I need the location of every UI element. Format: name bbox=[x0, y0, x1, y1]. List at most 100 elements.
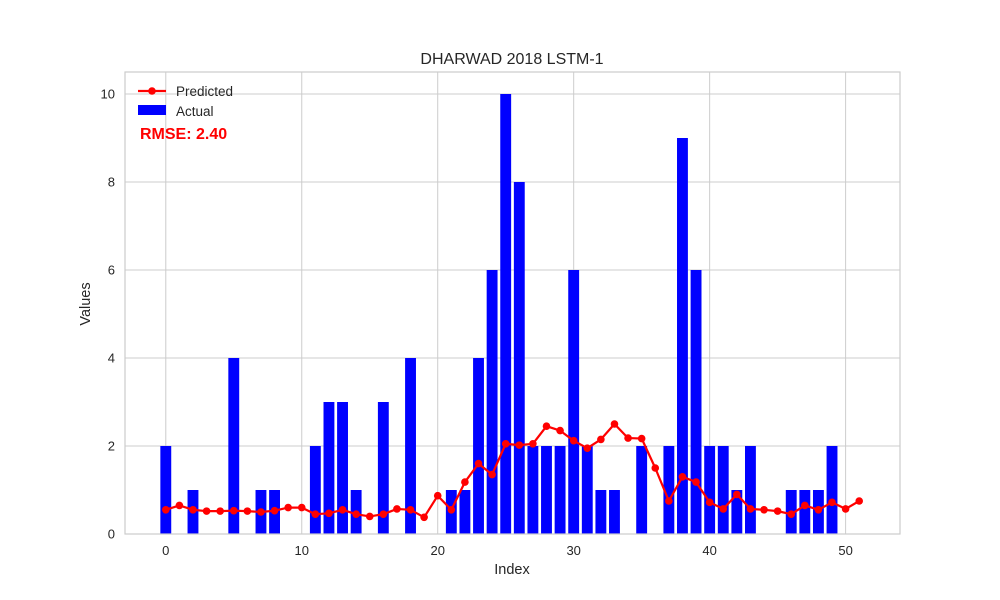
predicted-point bbox=[610, 420, 619, 428]
actual-bars bbox=[160, 94, 838, 534]
actual-bar bbox=[405, 358, 416, 534]
actual-bar bbox=[799, 490, 811, 534]
predicted-point bbox=[338, 506, 347, 514]
predicted-point bbox=[488, 470, 496, 479]
legend-predicted-label: Predicted bbox=[176, 84, 233, 99]
predicted-point bbox=[624, 434, 632, 442]
predicted-point bbox=[379, 510, 388, 518]
actual-bar bbox=[595, 490, 607, 534]
predicted-point bbox=[556, 426, 564, 435]
actual-bar bbox=[377, 402, 389, 534]
actual-bar bbox=[486, 270, 498, 534]
predicted-point bbox=[746, 505, 755, 513]
predicted-point bbox=[542, 422, 551, 431]
actual-bar bbox=[473, 358, 484, 534]
x-tick-labels: 0 10 20 30 40 50 bbox=[162, 543, 853, 558]
predicted-point bbox=[393, 505, 401, 513]
actual-bar bbox=[717, 446, 729, 534]
predicted-point bbox=[229, 506, 238, 515]
actual-bar bbox=[677, 138, 688, 534]
predicted-point bbox=[828, 498, 836, 507]
predicted-point bbox=[474, 459, 483, 468]
predicted-point bbox=[189, 506, 197, 514]
actual-bar bbox=[704, 446, 716, 534]
y-tick-label: 4 bbox=[108, 351, 115, 366]
predicted-point bbox=[515, 441, 524, 449]
predicted-point bbox=[637, 434, 646, 443]
predicted-point bbox=[433, 491, 442, 500]
predicted-point bbox=[161, 506, 170, 514]
predicted-point bbox=[801, 501, 809, 510]
actual-bar bbox=[527, 446, 539, 534]
actual-bar bbox=[459, 490, 471, 534]
actual-bar bbox=[554, 446, 566, 534]
y-tick-label: 8 bbox=[108, 175, 115, 190]
actual-bar bbox=[309, 446, 321, 534]
actual-bar bbox=[500, 94, 512, 534]
predicted-point bbox=[760, 506, 768, 514]
actual-bar bbox=[636, 446, 648, 534]
predicted-point bbox=[841, 505, 850, 513]
predicted-point bbox=[297, 503, 306, 512]
y-tick-label: 0 bbox=[108, 527, 115, 542]
predicted-point bbox=[705, 498, 714, 507]
predicted-point bbox=[270, 506, 279, 515]
predicted-point bbox=[202, 507, 211, 515]
y-axis-label: Values bbox=[78, 282, 94, 325]
actual-bar bbox=[541, 446, 552, 534]
predicted-point bbox=[814, 506, 823, 514]
x-tick-label: 0 bbox=[162, 543, 169, 558]
predicted-point bbox=[719, 505, 728, 513]
predicted-point bbox=[284, 503, 292, 512]
x-tick-label: 20 bbox=[430, 543, 444, 558]
predicted-point bbox=[461, 478, 469, 486]
predicted-point bbox=[501, 440, 510, 448]
x-tick-label: 40 bbox=[702, 543, 716, 558]
actual-bar bbox=[826, 446, 838, 534]
predicted-point bbox=[773, 507, 782, 515]
legend-actual-label: Actual bbox=[176, 104, 214, 119]
predicted-point bbox=[365, 512, 374, 521]
actual-bar bbox=[731, 490, 743, 534]
predicted-point bbox=[175, 501, 184, 510]
actual-bar bbox=[228, 358, 240, 534]
legend: Predicted Actual bbox=[138, 84, 233, 119]
actual-bar bbox=[323, 402, 335, 534]
legend-actual-swatch bbox=[138, 105, 166, 115]
predicted-point bbox=[678, 473, 687, 481]
predicted-point bbox=[583, 444, 592, 453]
predicted-point bbox=[447, 506, 456, 514]
x-tick-label: 10 bbox=[295, 543, 309, 558]
predicted-point bbox=[529, 440, 537, 448]
actual-bar bbox=[581, 446, 593, 534]
y-tick-label: 6 bbox=[108, 263, 115, 278]
x-tick-label: 50 bbox=[838, 543, 852, 558]
actual-bar bbox=[160, 446, 172, 534]
predicted-point bbox=[733, 490, 741, 499]
predicted-point bbox=[665, 497, 673, 505]
actual-bar bbox=[690, 270, 702, 534]
predicted-point bbox=[406, 506, 415, 514]
predicted-point bbox=[420, 513, 428, 522]
predicted-point bbox=[216, 507, 224, 515]
predicted-point bbox=[311, 510, 320, 518]
actual-bar bbox=[513, 182, 525, 534]
predicted-point bbox=[855, 497, 864, 505]
predicted-point bbox=[569, 436, 578, 445]
predicted-point bbox=[243, 507, 252, 515]
predicted-line bbox=[161, 420, 864, 522]
actual-bar bbox=[337, 402, 348, 534]
actual-bar bbox=[609, 490, 620, 534]
actual-bar bbox=[745, 446, 756, 534]
y-tick-labels: 0 2 4 6 8 10 bbox=[101, 87, 115, 542]
predicted-point bbox=[651, 464, 660, 472]
predicted-point bbox=[692, 478, 700, 486]
plot-frame bbox=[124, 71, 901, 535]
predicted-point bbox=[352, 510, 360, 518]
actual-bar bbox=[568, 270, 580, 534]
chart-title: DHARWAD 2018 LSTM-1 bbox=[420, 51, 603, 68]
predicted-line-path bbox=[165, 422, 860, 519]
actual-bar bbox=[663, 446, 675, 534]
y-tick-label: 10 bbox=[101, 87, 115, 102]
